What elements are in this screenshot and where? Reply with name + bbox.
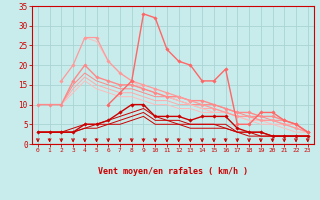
X-axis label: Vent moyen/en rafales ( km/h ): Vent moyen/en rafales ( km/h ) bbox=[98, 167, 248, 176]
